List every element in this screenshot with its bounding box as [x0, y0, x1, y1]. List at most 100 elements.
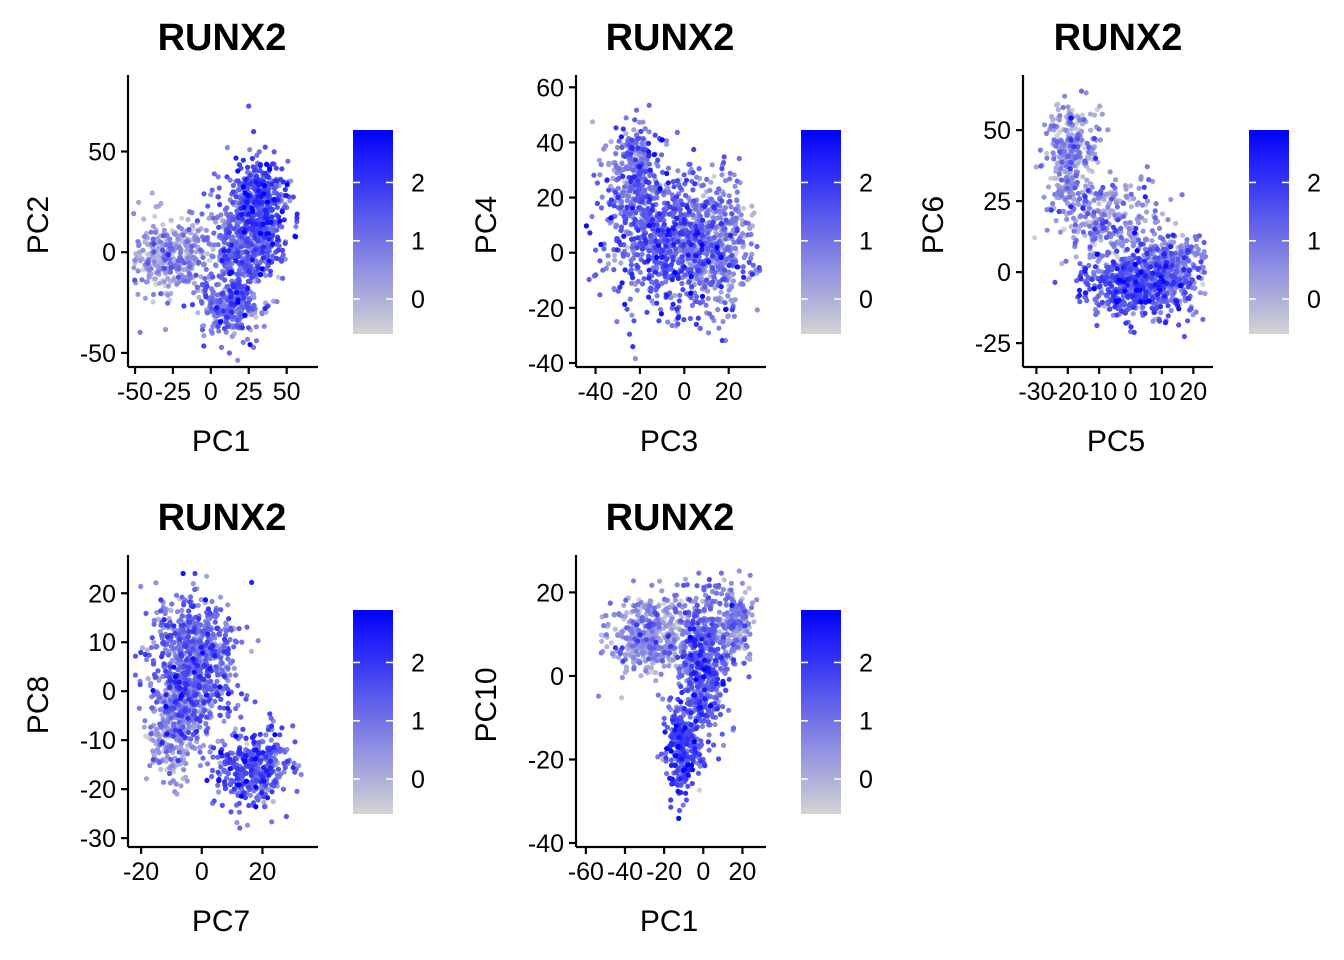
- point: [1058, 193, 1064, 199]
- point: [631, 318, 637, 324]
- point: [696, 166, 702, 172]
- point: [643, 168, 649, 174]
- point: [1126, 303, 1132, 309]
- point: [630, 344, 636, 350]
- point: [227, 288, 233, 294]
- point: [254, 152, 260, 158]
- point: [726, 262, 732, 268]
- point: [200, 254, 206, 261]
- point: [171, 231, 177, 237]
- point: [1124, 246, 1130, 252]
- point: [1089, 184, 1095, 190]
- point: [749, 203, 755, 209]
- point: [242, 312, 248, 318]
- point: [223, 235, 229, 241]
- point: [1091, 112, 1098, 118]
- point: [253, 179, 259, 185]
- point: [1177, 244, 1183, 250]
- point: [639, 140, 645, 147]
- point: [251, 294, 257, 301]
- point: [618, 134, 625, 140]
- point: [262, 305, 268, 312]
- point: [131, 265, 137, 271]
- point: [290, 194, 296, 200]
- point: [615, 288, 621, 294]
- point: [161, 265, 167, 271]
- point: [150, 223, 156, 229]
- point: [631, 221, 637, 227]
- point: [1184, 237, 1190, 243]
- point: [161, 279, 167, 285]
- point: [1032, 235, 1038, 241]
- point: [235, 168, 241, 174]
- point: [654, 254, 660, 261]
- point: [654, 293, 660, 299]
- point: [719, 337, 725, 344]
- legend-tick-label: 0: [1307, 286, 1321, 314]
- point: [699, 242, 705, 248]
- point: [275, 237, 281, 243]
- point: [622, 209, 628, 215]
- point: [272, 178, 278, 184]
- point: [738, 212, 744, 218]
- point: [681, 264, 687, 270]
- point: [183, 278, 189, 284]
- point: [640, 147, 647, 153]
- point: [598, 161, 604, 168]
- point: [239, 211, 245, 217]
- point: [635, 264, 641, 270]
- point: [1160, 278, 1166, 284]
- point: [612, 252, 618, 258]
- point: [671, 241, 677, 248]
- point: [165, 252, 171, 258]
- point: [702, 203, 708, 209]
- point: [1110, 259, 1116, 265]
- point: [1054, 175, 1060, 181]
- point: [639, 246, 646, 252]
- point: [622, 267, 628, 273]
- point: [1077, 299, 1083, 305]
- point: [276, 243, 282, 249]
- point: [1075, 132, 1081, 138]
- point: [1179, 192, 1185, 198]
- point: [156, 245, 162, 251]
- y-tick-label: 50: [983, 117, 1011, 145]
- point: [1087, 111, 1094, 117]
- point: [663, 138, 670, 144]
- point: [692, 236, 699, 242]
- point: [650, 226, 656, 232]
- point: [660, 248, 666, 254]
- point: [722, 226, 728, 232]
- point: [709, 162, 715, 168]
- point: [1193, 251, 1199, 257]
- y-tick-label: 0: [550, 240, 564, 268]
- point: [654, 222, 660, 228]
- point: [647, 239, 654, 245]
- point: [693, 202, 699, 208]
- point: [1168, 244, 1174, 250]
- point: [1087, 230, 1093, 236]
- point: [253, 247, 259, 253]
- point: [1158, 309, 1164, 316]
- point: [622, 301, 628, 307]
- point: [230, 199, 236, 206]
- point: [1161, 293, 1167, 299]
- point: [714, 244, 720, 251]
- point: [186, 259, 192, 265]
- point: [244, 741, 250, 747]
- point: [241, 204, 247, 211]
- point: [687, 221, 693, 227]
- point: [693, 253, 699, 259]
- point: [691, 146, 697, 153]
- point: [1177, 282, 1183, 289]
- point: [680, 287, 686, 293]
- point: [165, 276, 171, 282]
- point: [174, 281, 180, 287]
- point: [635, 135, 641, 141]
- point: [626, 230, 632, 236]
- point: [1133, 287, 1139, 293]
- point: [188, 248, 194, 254]
- point: [271, 196, 277, 202]
- point: [640, 281, 646, 287]
- point: [651, 173, 657, 179]
